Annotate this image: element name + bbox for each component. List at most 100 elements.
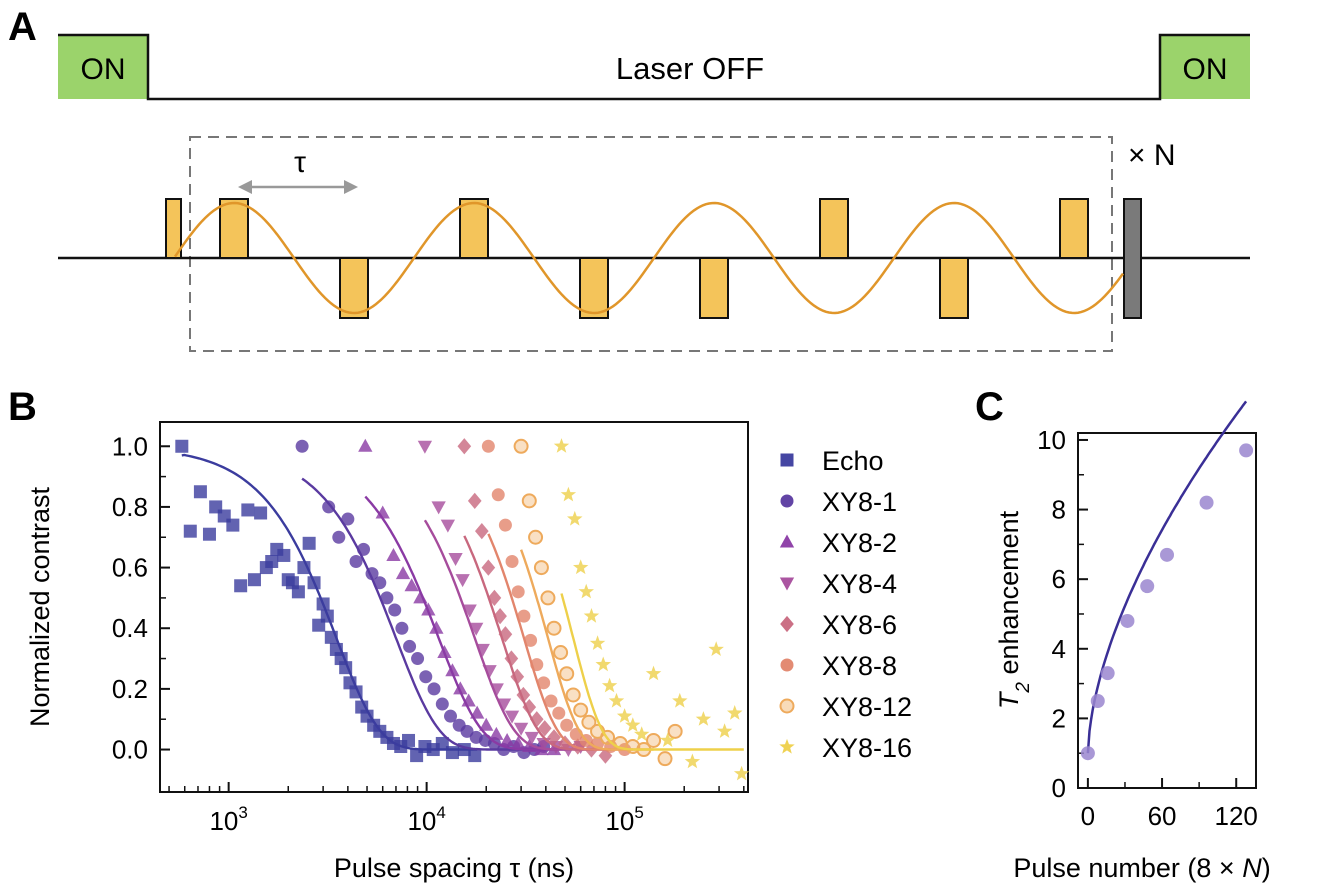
data-point-xy8-12 <box>546 620 562 636</box>
data-point-xy8-8 <box>511 585 525 599</box>
data-point-echo <box>241 503 255 517</box>
data-point-xy8-16 <box>601 677 618 693</box>
laser-timeline <box>58 33 1250 101</box>
laser-on-label-right: ON <box>1183 53 1228 86</box>
laser-off-label: Laser OFF <box>616 51 764 86</box>
data-point-echo <box>302 536 316 550</box>
data-point-xy8-1 <box>332 530 346 544</box>
panel-b-points <box>175 438 750 781</box>
tau-arrow <box>238 180 358 194</box>
legend-entry-xy8-16: XY8-16 <box>822 733 912 763</box>
data-point-echo <box>193 485 207 499</box>
panel-b-xlabel: Pulse spacing τ (ns) <box>334 853 574 883</box>
data-point-xy8-8 <box>517 609 531 623</box>
data-point-xy8-1 <box>419 670 433 684</box>
data-point-xy8-4 <box>417 440 433 454</box>
data-point-xy8-16 <box>634 726 650 741</box>
data-point-xy8-4 <box>504 710 520 724</box>
data-point-echo <box>247 573 261 587</box>
panel-b-frame <box>159 421 749 793</box>
data-point-xy8-4 <box>448 552 463 566</box>
data-point-echo <box>226 518 240 532</box>
microwave-pulses <box>165 198 1142 319</box>
y-tick-label: 6 <box>1052 564 1066 594</box>
y-tick-label: 10 <box>1037 425 1066 455</box>
data-point-xy8-1 <box>435 697 449 711</box>
data-point-xy8-6 <box>457 438 472 455</box>
data-point-echo <box>254 506 268 520</box>
x-tick-label: 105 <box>605 803 643 836</box>
pulse-down <box>699 257 729 319</box>
data-point-xy8-16 <box>616 708 633 723</box>
legend-marker-xy8-4 <box>779 577 795 591</box>
data-point-xy8-1 <box>380 591 394 605</box>
data-point-xy8-16 <box>608 692 625 708</box>
data-point-xy8-12 <box>667 723 683 739</box>
panel-c-ylabel: T2 enhancement <box>994 510 1034 709</box>
panel-b-legend: Echo XY8-1 XY8-2 XY8-4 XY8-6 XY8-8 XY8-12 XY8-1… <box>779 446 912 763</box>
data-point-xy8-12 <box>657 751 673 767</box>
data-point-xy8-8 <box>544 694 558 708</box>
tau-label: τ <box>294 146 306 179</box>
data-point-xy8-6 <box>537 720 552 737</box>
y-tick-label: 1.0 <box>112 431 148 461</box>
data-point-xy8-16 <box>733 765 750 781</box>
data-point-xy8-4 <box>440 519 456 533</box>
data-point-xy8-16 <box>573 559 589 575</box>
legend-marker-xy8-8 <box>780 658 794 672</box>
data-point-xy8-12 <box>528 529 544 545</box>
data-point-xy8-2 <box>511 736 526 750</box>
x-tick-label: 120 <box>1215 801 1258 831</box>
data-point-xy8-1 <box>341 512 355 526</box>
data-point-xy8-8 <box>537 676 551 690</box>
data-point-xy8-16 <box>578 583 594 599</box>
data-point-xy8-2 <box>429 620 444 634</box>
data-point-xy8-16 <box>625 717 641 732</box>
y-tick-label: 4 <box>1052 634 1066 664</box>
legend-marker-xy8-6 <box>780 615 794 633</box>
data-point-xy8-16 <box>727 705 743 720</box>
y-tick-label: 8 <box>1052 495 1066 525</box>
data-point-xy8-1 <box>395 621 409 635</box>
signal-sine-wave <box>173 201 1125 315</box>
pulse-up <box>819 198 849 259</box>
panel-b: B 103 104 105 0.0 0.2 0.4 0.6 0.8 1.0 Pulse spac… <box>8 385 912 883</box>
x-tick-label: 0 <box>1081 801 1095 831</box>
repeat-box <box>189 136 1113 352</box>
legend-marker-xy8-1 <box>780 494 794 508</box>
data-point-xy8-6 <box>467 492 482 509</box>
data-point-xy8-1 <box>403 639 417 653</box>
data-point-xy8-6 <box>547 729 561 746</box>
panel-a-letter: A <box>8 5 37 49</box>
x-tick-label: 104 <box>407 803 445 836</box>
data-point-xy8-6 <box>474 523 489 540</box>
data-point-xy8-16 <box>708 641 724 656</box>
data-point-echo <box>277 548 291 562</box>
panel-c-points <box>1080 443 1254 761</box>
data-point-xy8-2 <box>499 732 515 746</box>
laser-on-block-left <box>58 35 148 99</box>
pulse-down <box>339 257 369 319</box>
panel-c-xlabel: Pulse number (8 × N) <box>1013 853 1270 883</box>
data-point-xy8-8 <box>498 518 512 532</box>
data-point-xy8-1 <box>427 682 441 696</box>
data-point-xy8-16 <box>716 723 733 738</box>
data-point-echo <box>234 579 248 593</box>
data-point-xy8-16 <box>583 608 600 623</box>
data-point-xy8-8 <box>524 633 538 647</box>
data-point-xy8-6 <box>516 686 531 704</box>
panel-a: A ON ON Laser OFF × N τ <box>8 5 1250 352</box>
data-point-xy8-4 <box>513 722 529 736</box>
data-point-xy8-1 <box>460 724 474 738</box>
data-point-xy8-12 <box>533 560 549 576</box>
data-point-echo <box>402 733 416 747</box>
data-point-enhancement <box>1239 443 1254 458</box>
data-point-xy8-12 <box>565 687 581 703</box>
data-point-enhancement <box>1140 579 1155 594</box>
legend-entry-xy8-2: XY8-2 <box>822 528 897 558</box>
data-point-echo <box>265 555 279 569</box>
legend-entry-xy8-12: XY8-12 <box>822 692 912 722</box>
data-point-xy8-2 <box>395 566 411 580</box>
data-point-xy8-1 <box>444 709 458 723</box>
data-point-echo <box>468 749 482 763</box>
